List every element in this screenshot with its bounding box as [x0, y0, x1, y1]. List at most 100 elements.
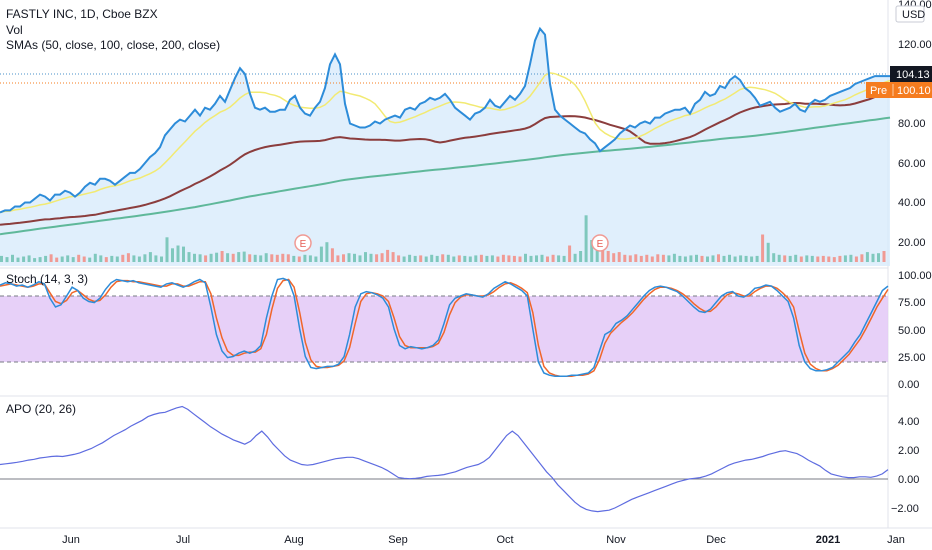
price-tick: 120.00 [898, 39, 932, 51]
volume-bar [330, 248, 334, 263]
volume-bar [137, 256, 141, 262]
volume-bar [766, 242, 770, 263]
volume-bar [132, 255, 136, 262]
volume-bar [143, 254, 147, 262]
stoch-tick: 50.00 [898, 325, 926, 337]
volume-bar [38, 257, 42, 263]
volume-bar [783, 255, 787, 262]
earnings-marker-circle [294, 234, 312, 252]
volume-bar [877, 253, 880, 262]
volume-bar [865, 252, 869, 262]
volume-bar [788, 255, 792, 262]
price-area-fill [0, 28, 890, 267]
volume-bar [474, 255, 478, 262]
apo-axis[interactable]: 4.00 2.00 0.00 −2.00 [891, 416, 919, 515]
sma200-line [0, 116, 891, 236]
volume-bar [242, 251, 246, 262]
volume-bar [617, 252, 621, 262]
volume-bar [854, 256, 858, 262]
last-price-badge [890, 66, 932, 82]
apo-line [0, 405, 889, 513]
apo-pane[interactable] [0, 405, 889, 513]
volume-bar [402, 256, 406, 262]
volume-bar [507, 255, 511, 262]
volume-bar [717, 254, 720, 262]
stoch-axis[interactable]: 100.00 75.00 50.00 25.00 0.00 [898, 270, 932, 391]
sma-legend[interactable]: SMAs (50, close, 100, close, 200, close) [6, 38, 221, 52]
volume-bar [104, 257, 108, 263]
volume-bar [66, 255, 70, 262]
time-axis[interactable]: Jun Jul Aug Sep Oct Nov Dec 2021 Jan [62, 534, 905, 546]
volume-bar [794, 254, 798, 262]
apo-tick: −2.00 [891, 503, 919, 515]
earnings-marker[interactable]: E [294, 234, 312, 252]
volume-bar [457, 255, 461, 262]
volume-bar [744, 255, 748, 262]
volume-bar [121, 254, 125, 262]
volume-bar [220, 251, 224, 262]
apo-legend[interactable]: APO (20, 26) [6, 402, 77, 416]
volume-bar [882, 251, 886, 262]
volume-bar [634, 254, 638, 262]
price-line [0, 26, 890, 214]
volume-bar [562, 255, 566, 262]
volume-bar [286, 254, 290, 262]
price-tick: 80.00 [898, 118, 926, 130]
volume-bar [171, 248, 174, 263]
volume-bar [490, 255, 494, 262]
earnings-marker[interactable]: E [591, 234, 609, 252]
volume-bar [463, 255, 467, 262]
stoch-legend[interactable]: Stoch (14, 3, 3) [6, 272, 89, 286]
sma50-line [0, 72, 891, 214]
volume-bar [810, 255, 814, 262]
volume-bar [408, 254, 412, 262]
volume-bar [27, 255, 31, 262]
volume-bar [77, 254, 81, 262]
currency-badge[interactable] [895, 5, 925, 23]
volume-bar [496, 256, 500, 262]
volume-bar [468, 256, 472, 262]
earnings-marker-label: E [300, 239, 307, 250]
volume-bar [799, 256, 803, 262]
volume-bar [590, 240, 594, 262]
volume-bar [314, 256, 318, 262]
volume-bar [319, 246, 323, 262]
volume-bar [683, 256, 687, 262]
stoch-pane[interactable] [0, 277, 889, 378]
volume-bar [843, 255, 847, 262]
volume-bar [772, 253, 776, 262]
volume-bar [358, 255, 362, 262]
volume-bar [253, 254, 257, 262]
volume-bar [728, 254, 731, 262]
apo-tick: 0.00 [898, 474, 919, 486]
volume-bar [115, 256, 119, 262]
volume-bar [606, 251, 610, 262]
earnings-marker-label: E [597, 239, 604, 250]
volume-bar [275, 254, 279, 262]
volume-bar [512, 255, 516, 262]
volume-bar [209, 253, 213, 263]
last-price-value: 104.13 [896, 69, 930, 81]
volume-bar [215, 252, 219, 262]
volume-bar [595, 245, 599, 262]
volume-bar [375, 254, 379, 262]
volume-bar [479, 254, 483, 262]
volume-bar [204, 255, 208, 262]
volume-bar [501, 254, 505, 262]
volume-bar [297, 256, 301, 262]
volume-bar [336, 255, 340, 262]
earnings-marker-circle [591, 234, 609, 252]
pre-market-price: 100.10 [897, 85, 931, 97]
volume-bar [849, 254, 853, 262]
volume-bar [353, 253, 356, 263]
price-axis[interactable]: 140.00 USD 120.00 80.00 60.00 40.00 20.0… [866, 0, 932, 249]
main-legend-title[interactable]: FASTLY INC, 1D, Cboe BZX [6, 7, 158, 21]
volume-bar [248, 254, 252, 262]
volume-bar [386, 249, 390, 262]
price-pane[interactable]: E E [0, 26, 891, 267]
volume-bar [628, 255, 632, 262]
volume-bar [579, 251, 583, 262]
price-tick: 60.00 [898, 158, 926, 170]
volume-legend[interactable]: Vol [6, 23, 23, 37]
